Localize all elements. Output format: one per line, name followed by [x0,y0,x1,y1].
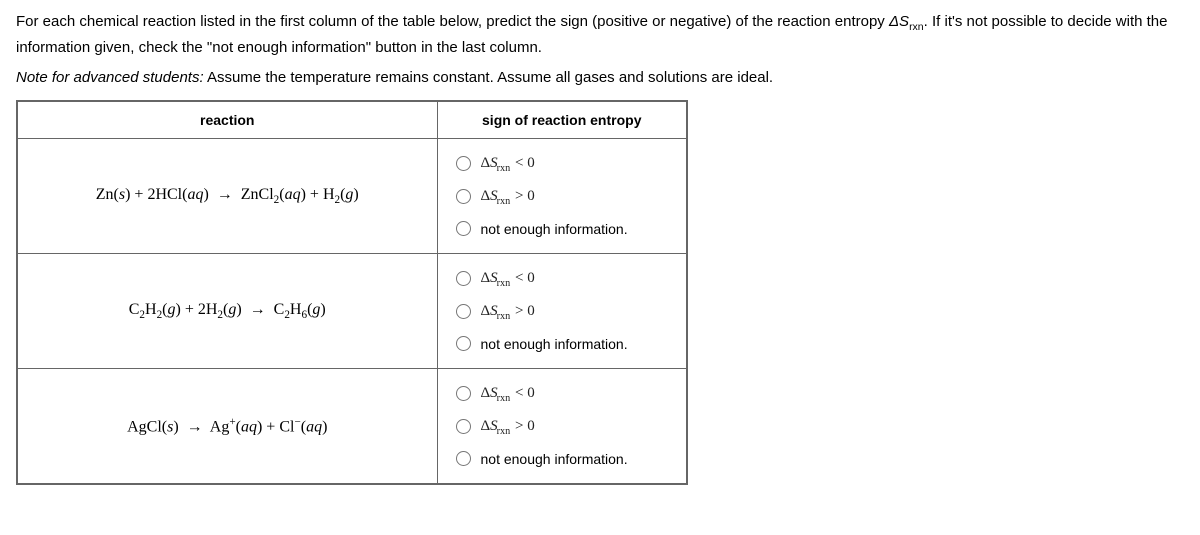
delta-s-symbol: ΔSrxn [889,13,924,30]
option-1-gt[interactable]: ΔSrxn > 0 [452,180,673,213]
option-3-nei[interactable]: not enough information. [452,443,673,475]
opt-label-3-nei: not enough information. [481,451,628,467]
radio-1-nei[interactable] [456,221,471,236]
option-2-nei[interactable]: not enough information. [452,328,673,360]
opt-label-1-lt: ΔSrxn < 0 [481,155,535,172]
reaction-1: Zn(s) + 2HCl(aq) → ZnCl2(aq) + H2(g) [17,138,437,253]
radio-3-gt[interactable] [456,419,471,434]
header-reaction: reaction [17,101,437,139]
note-prefix: Note for advanced students: [16,69,204,86]
opt-label-1-nei: not enough information. [481,221,628,237]
option-3-lt[interactable]: ΔSrxn < 0 [452,377,673,410]
instructions-text: For each chemical reaction listed in the… [16,10,1184,60]
sign-cell-3: ΔSrxn < 0 ΔSrxn > 0 not enough informati… [437,368,687,484]
option-1-nei[interactable]: not enough information. [452,213,673,245]
radio-1-gt[interactable] [456,189,471,204]
option-2-lt[interactable]: ΔSrxn < 0 [452,262,673,295]
radio-3-nei[interactable] [456,451,471,466]
table-row: AgCl(s) → Ag+(aq) + Cl−(aq) ΔSrxn < 0 ΔS… [17,368,687,484]
opt-label-1-gt: ΔSrxn > 0 [481,188,535,205]
option-2-gt[interactable]: ΔSrxn > 0 [452,295,673,328]
opt-label-2-gt: ΔSrxn > 0 [481,303,535,320]
radio-3-lt[interactable] [456,386,471,401]
radio-2-lt[interactable] [456,271,471,286]
header-sign: sign of reaction entropy [437,101,687,139]
sign-cell-2: ΔSrxn < 0 ΔSrxn > 0 not enough informati… [437,253,687,368]
sign-cell-1: ΔSrxn < 0 ΔSrxn > 0 not enough informati… [437,138,687,253]
instructions-part1: For each chemical reaction listed in the… [16,13,889,30]
option-1-lt[interactable]: ΔSrxn < 0 [452,147,673,180]
radio-1-lt[interactable] [456,156,471,171]
note-text: Note for advanced students: Assume the t… [16,66,1184,90]
opt-label-3-gt: ΔSrxn > 0 [481,418,535,435]
reaction-table: reaction sign of reaction entropy Zn(s) … [16,100,688,485]
opt-label-2-nei: not enough information. [481,336,628,352]
reaction-2: C2H2(g) + 2H2(g) → C2H6(g) [17,253,437,368]
table-row: Zn(s) + 2HCl(aq) → ZnCl2(aq) + H2(g) ΔSr… [17,138,687,253]
opt-label-2-lt: ΔSrxn < 0 [481,270,535,287]
radio-2-nei[interactable] [456,336,471,351]
opt-label-3-lt: ΔSrxn < 0 [481,385,535,402]
note-body: Assume the temperature remains constant.… [204,69,773,86]
reaction-3: AgCl(s) → Ag+(aq) + Cl−(aq) [17,368,437,484]
option-3-gt[interactable]: ΔSrxn > 0 [452,410,673,443]
table-row: C2H2(g) + 2H2(g) → C2H6(g) ΔSrxn < 0 ΔSr… [17,253,687,368]
radio-2-gt[interactable] [456,304,471,319]
